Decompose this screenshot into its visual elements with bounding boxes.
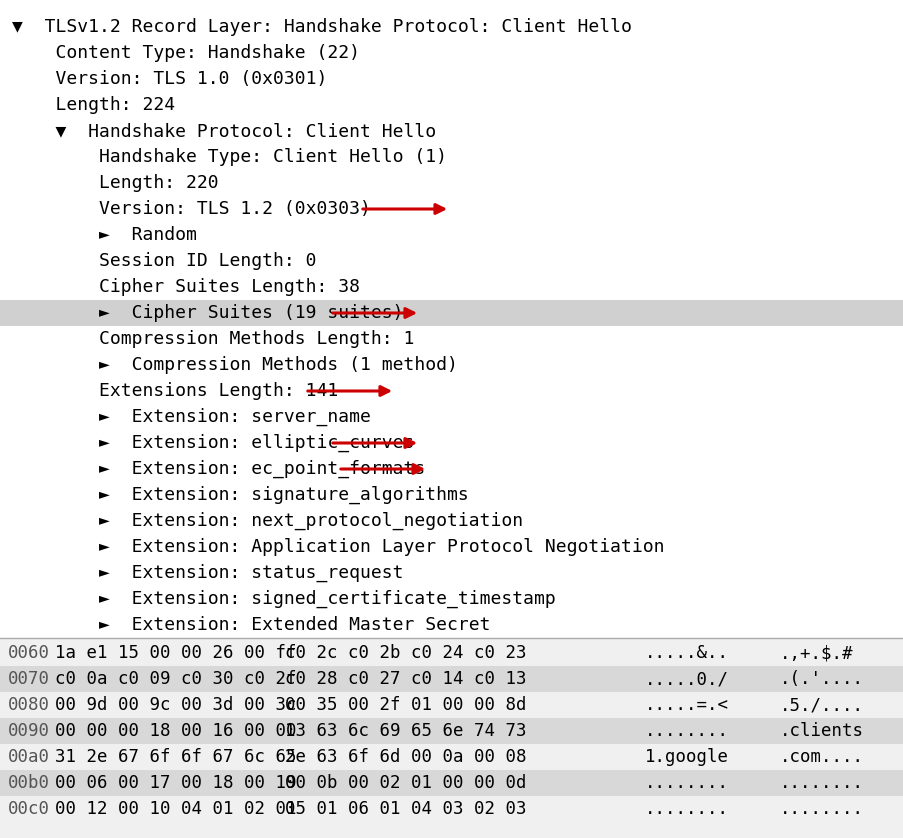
Text: 1a e1 15 00 00 26 00 ff: 1a e1 15 00 00 26 00 ff <box>55 644 296 662</box>
Text: ........: ........ <box>644 722 728 740</box>
Text: Length: 224: Length: 224 <box>12 96 175 114</box>
Text: 13 63 6c 69 65 6e 74 73: 13 63 6c 69 65 6e 74 73 <box>284 722 526 740</box>
Text: .,+.$.#: .,+.$.# <box>779 644 852 662</box>
Text: Version: TLS 1.0 (0x0301): Version: TLS 1.0 (0x0301) <box>12 70 327 88</box>
Text: .clients: .clients <box>779 722 863 740</box>
Text: ........: ........ <box>779 800 863 818</box>
Text: .....&..: .....&.. <box>644 644 728 662</box>
Text: .....0./: .....0./ <box>644 670 728 688</box>
Text: c0 28 c0 27 c0 14 c0 13: c0 28 c0 27 c0 14 c0 13 <box>284 670 526 688</box>
Text: ►  Compression Methods (1 method): ► Compression Methods (1 method) <box>12 356 457 374</box>
Text: 00c0: 00c0 <box>8 800 50 818</box>
Text: 0070: 0070 <box>8 670 50 688</box>
Text: ►  Extension: signature_algorithms: ► Extension: signature_algorithms <box>12 486 469 504</box>
Text: 31 2e 67 6f 6f 67 6c 65: 31 2e 67 6f 6f 67 6c 65 <box>55 748 296 766</box>
Text: c0 0a c0 09 c0 30 c0 2f: c0 0a c0 09 c0 30 c0 2f <box>55 670 296 688</box>
Text: 00 00 00 18 00 16 00 00: 00 00 00 18 00 16 00 00 <box>55 722 296 740</box>
Text: ........: ........ <box>644 800 728 818</box>
Text: ►  Extension: Application Layer Protocol Negotiation: ► Extension: Application Layer Protocol … <box>12 538 664 556</box>
Text: 2e 63 6f 6d 00 0a 00 08: 2e 63 6f 6d 00 0a 00 08 <box>284 748 526 766</box>
Text: Content Type: Handshake (22): Content Type: Handshake (22) <box>12 44 359 62</box>
Bar <box>0 638 903 838</box>
Text: Session ID Length: 0: Session ID Length: 0 <box>12 252 316 270</box>
Text: Extensions Length: 141: Extensions Length: 141 <box>12 382 338 400</box>
Bar <box>0 0 903 638</box>
Text: ►  Extension: elliptic_curves: ► Extension: elliptic_curves <box>12 434 414 453</box>
Text: ▼  TLSv1.2 Record Layer: Handshake Protocol: Client Hello: ▼ TLSv1.2 Record Layer: Handshake Protoc… <box>12 18 631 36</box>
Text: ........: ........ <box>644 774 728 792</box>
Bar <box>0 666 903 692</box>
Bar <box>0 770 903 796</box>
Text: ►  Cipher Suites (19 suites): ► Cipher Suites (19 suites) <box>12 304 403 322</box>
Text: .com....: .com.... <box>779 748 863 766</box>
Text: c0 2c c0 2b c0 24 c0 23: c0 2c c0 2b c0 24 c0 23 <box>284 644 526 662</box>
Text: ►  Extension: status_request: ► Extension: status_request <box>12 564 403 582</box>
Text: ►  Random: ► Random <box>12 226 197 244</box>
Text: 00 9d 00 9c 00 3d 00 3c: 00 9d 00 9c 00 3d 00 3c <box>55 696 296 714</box>
Text: Compression Methods Length: 1: Compression Methods Length: 1 <box>12 330 414 348</box>
Text: ►  Extension: ec_point_formats: ► Extension: ec_point_formats <box>12 460 424 478</box>
Text: ►  Extension: server_name: ► Extension: server_name <box>12 408 370 427</box>
Text: 00 06 00 17 00 18 00 19: 00 06 00 17 00 18 00 19 <box>55 774 296 792</box>
Text: 0060: 0060 <box>8 644 50 662</box>
Text: 00b0: 00b0 <box>8 774 50 792</box>
Text: 1.google: 1.google <box>644 748 728 766</box>
Text: Length: 220: Length: 220 <box>12 174 219 192</box>
Bar <box>0 718 903 744</box>
Text: 00 0b 00 02 01 00 00 0d: 00 0b 00 02 01 00 00 0d <box>284 774 526 792</box>
Text: .....=.<: .....=.< <box>644 696 728 714</box>
Text: .5./....: .5./.... <box>779 696 863 714</box>
Text: ►  Extension: signed_certificate_timestamp: ► Extension: signed_certificate_timestam… <box>12 590 555 608</box>
Text: ........: ........ <box>779 774 863 792</box>
Text: 00 12 00 10 04 01 02 01: 00 12 00 10 04 01 02 01 <box>55 800 296 818</box>
Text: Cipher Suites Length: 38: Cipher Suites Length: 38 <box>12 278 359 296</box>
Text: 00a0: 00a0 <box>8 748 50 766</box>
Text: Handshake Type: Client Hello (1): Handshake Type: Client Hello (1) <box>12 148 446 166</box>
Text: ▼  Handshake Protocol: Client Hello: ▼ Handshake Protocol: Client Hello <box>12 122 435 140</box>
Text: 0080: 0080 <box>8 696 50 714</box>
Text: 0090: 0090 <box>8 722 50 740</box>
Text: 00 35 00 2f 01 00 00 8d: 00 35 00 2f 01 00 00 8d <box>284 696 526 714</box>
Text: .(.'....: .(.'.... <box>779 670 863 688</box>
Text: 05 01 06 01 04 03 02 03: 05 01 06 01 04 03 02 03 <box>284 800 526 818</box>
Text: ►  Extension: Extended Master Secret: ► Extension: Extended Master Secret <box>12 616 490 634</box>
Text: ►  Extension: next_protocol_negotiation: ► Extension: next_protocol_negotiation <box>12 512 523 530</box>
Bar <box>0 300 903 326</box>
Text: Version: TLS 1.2 (0x0303): Version: TLS 1.2 (0x0303) <box>12 200 370 218</box>
